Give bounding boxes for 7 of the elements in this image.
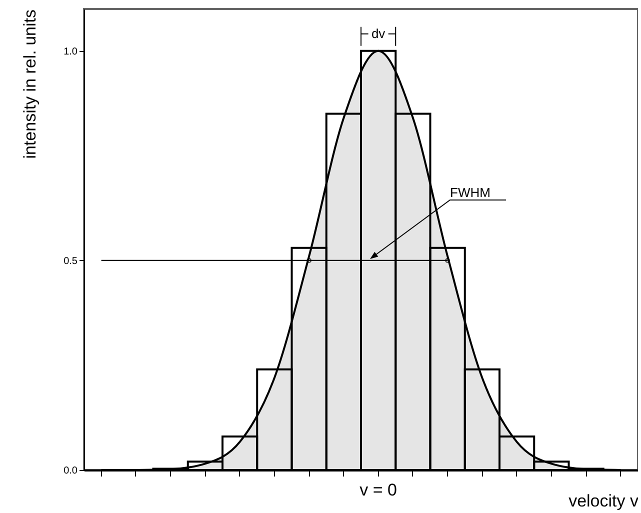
- y-tick-label: 1.0: [64, 46, 78, 58]
- annotation: dv: [371, 26, 386, 41]
- y-tick-label: 0.5: [64, 256, 78, 267]
- y-axis-title: intensity in rel. units: [20, 10, 40, 159]
- annotation: FWHM: [450, 185, 490, 200]
- x-tick-label: v = 0: [360, 480, 397, 500]
- y-tick-label: 0.0: [64, 466, 78, 476]
